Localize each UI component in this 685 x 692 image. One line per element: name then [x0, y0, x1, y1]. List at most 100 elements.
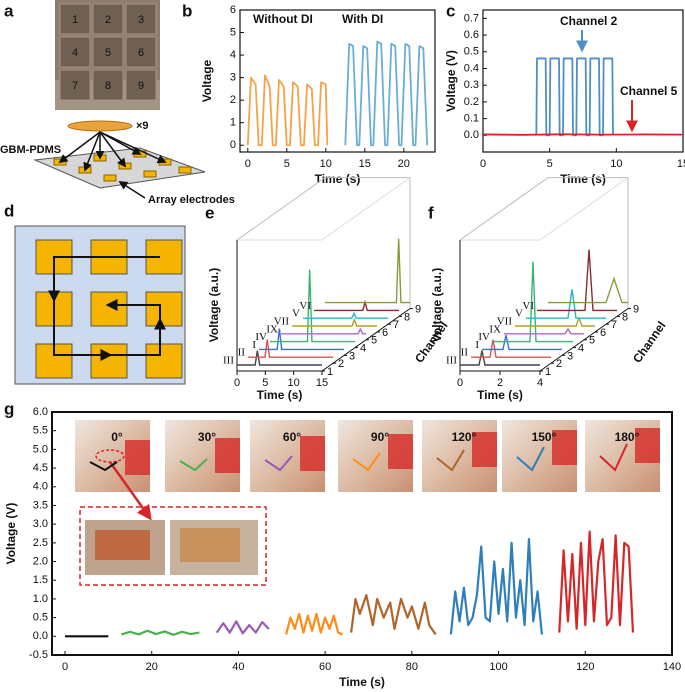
trace-label: VI — [299, 300, 311, 312]
z-tick-label: 2 — [338, 358, 344, 370]
cell-number: 3 — [138, 14, 144, 26]
cell-number: 2 — [105, 14, 111, 26]
series-name: Without DI — [253, 12, 313, 26]
y-tick-label: 0.1 — [464, 112, 479, 124]
box-edge — [321, 177, 411, 241]
z-tick-label: 9 — [415, 304, 421, 316]
x-tick-label: 10 — [320, 158, 332, 170]
sleeve — [552, 430, 577, 465]
trace-label: VII — [497, 316, 513, 328]
z-tick-label: 3 — [349, 350, 355, 362]
trace-label: I — [475, 339, 479, 351]
trace — [471, 339, 551, 358]
x-axis-label: Time (s) — [339, 675, 385, 689]
panel-label: e — [205, 203, 214, 222]
sensor-mark — [264, 455, 293, 472]
x-tick-label: 0 — [480, 158, 486, 170]
panel-label: g — [4, 399, 14, 418]
y-axis-label: Voltage (V) — [4, 503, 18, 565]
y-axis-label: Voltage (V) — [444, 50, 458, 112]
cell-number: 7 — [72, 80, 78, 92]
z-tick-label: 6 — [382, 327, 388, 339]
y-tick-label: 0.6 — [464, 29, 479, 41]
y-tick-label: 0.3 — [464, 79, 479, 91]
z-tick-label: 4 — [360, 343, 366, 355]
plot-frame — [482, 9, 684, 153]
z-tick-label: 6 — [600, 327, 606, 339]
y-tick-label: 3 — [230, 72, 236, 84]
trace — [515, 316, 595, 327]
film-arrow — [99, 131, 167, 164]
x-tick-label: 4 — [537, 377, 543, 389]
panel-label: f — [428, 203, 434, 222]
panel-label: d — [4, 201, 14, 220]
film — [67, 120, 133, 132]
x-tick-label: 10 — [288, 377, 300, 389]
film-count: ×9 — [136, 120, 149, 132]
pad — [90, 343, 128, 379]
y-tick-label: 0 — [230, 139, 236, 151]
y-tick-label: 5 — [230, 26, 236, 38]
y-tick-label: 3.5 — [33, 499, 48, 511]
pad — [145, 343, 183, 379]
sensor-cell — [59, 69, 91, 101]
x-axis-label: Time (s) — [477, 388, 523, 402]
trace — [548, 276, 628, 304]
sensor-mark — [516, 446, 545, 472]
trace — [526, 289, 606, 319]
y-tick-label: 1 — [230, 117, 236, 129]
y-axis-label: Voltage (a.u.) — [207, 268, 221, 342]
x-tick-label: 5 — [262, 377, 268, 389]
y-tick-label: 1.5 — [33, 574, 48, 586]
sleeve — [472, 432, 497, 467]
sensor-cell — [125, 3, 157, 35]
electrode-arrow — [118, 181, 146, 199]
sleeve — [388, 434, 413, 469]
y-tick-label: 0.7 — [464, 12, 479, 24]
z-tick-label: 9 — [633, 304, 639, 316]
z-tick-label: 3 — [567, 350, 573, 362]
series-line — [482, 133, 684, 136]
inset-film — [95, 530, 150, 560]
plot-frame — [51, 411, 673, 656]
y-tick-label: 4.0 — [33, 481, 48, 493]
trace — [270, 269, 355, 343]
y-tick-label: 0.5 — [33, 612, 48, 624]
series-name: Channel 5 — [620, 84, 678, 98]
series-line — [344, 40, 429, 147]
y-tick-label: -0.5 — [29, 649, 48, 661]
panel-label: c — [446, 1, 455, 20]
cell-number: 4 — [72, 47, 78, 59]
panel-label: a — [4, 1, 14, 20]
trace — [303, 311, 388, 319]
trace-label: I — [252, 339, 256, 351]
trace-label: III — [446, 355, 457, 367]
series-line — [449, 538, 544, 635]
series-name: 30° — [198, 430, 216, 444]
electrode-pad — [103, 174, 117, 182]
sleeve — [125, 440, 150, 475]
x-tick-label: 10 — [610, 158, 622, 170]
y-tick-label: 0.0 — [464, 129, 479, 141]
y-tick-label: 0.5 — [464, 46, 479, 58]
sensor-cell — [59, 36, 91, 68]
series-line — [121, 629, 200, 636]
sensor-cell — [92, 36, 124, 68]
electrode-pad — [143, 170, 157, 178]
series-name: 150° — [532, 430, 557, 444]
z-tick-label: 5 — [589, 335, 595, 347]
x-tick-label: 60 — [319, 661, 331, 673]
y-tick-label: 0.0 — [33, 630, 48, 642]
sleeve — [300, 436, 325, 471]
trace — [281, 327, 366, 335]
trace — [248, 339, 333, 358]
film-arrow — [58, 131, 101, 164]
sensor-mark — [436, 449, 465, 472]
sensor-cell — [125, 36, 157, 68]
z-tick-label: 7 — [393, 319, 399, 331]
z-axis-label: Channel — [630, 319, 669, 366]
trace-label: IX — [266, 323, 278, 335]
y-axis-label: Voltage (a.u.) — [430, 268, 444, 342]
x-tick-label: 0 — [62, 661, 68, 673]
